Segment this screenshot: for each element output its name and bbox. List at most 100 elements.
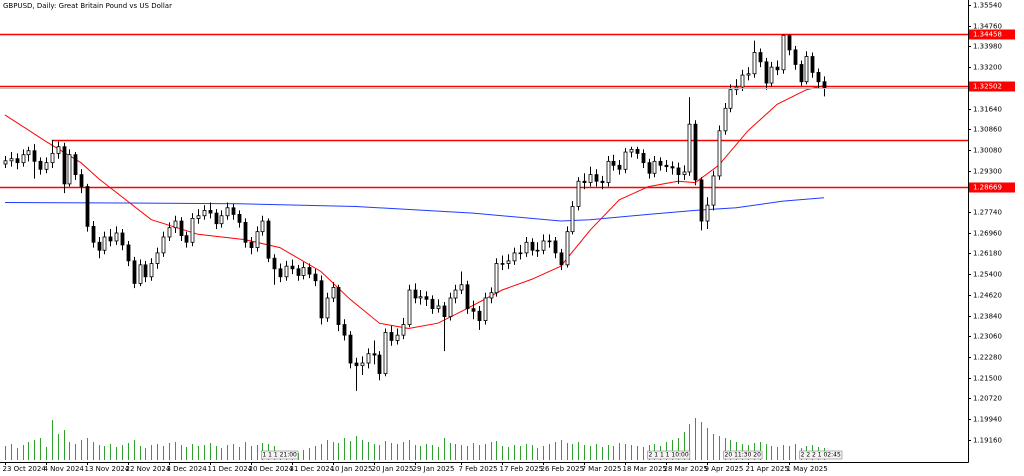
- candle-body: [769, 66, 774, 84]
- candle-body: [594, 174, 599, 182]
- candle-body: [348, 334, 353, 364]
- event-box: [261, 450, 299, 460]
- x-tick-label: 20 Jan 2025: [372, 465, 414, 473]
- candle-body: [143, 264, 148, 278]
- candle-body: [138, 264, 143, 284]
- candle-body: [3, 160, 8, 165]
- candle-body: [15, 158, 20, 164]
- candle-body: [401, 324, 406, 336]
- y-tick-label: 1.27740: [973, 209, 1002, 217]
- candle-body: [266, 220, 271, 259]
- candle-body: [658, 160, 663, 166]
- candle-body: [325, 297, 330, 319]
- candle-body: [97, 241, 102, 251]
- candle-body: [471, 308, 476, 312]
- x-tick-label: 28 Mar 2025: [664, 465, 708, 473]
- x-tick-label: 26 Feb 2025: [541, 465, 585, 473]
- candle-body: [307, 267, 312, 275]
- candle-body: [559, 252, 564, 266]
- candle-body: [354, 362, 359, 367]
- candle-body: [249, 241, 254, 248]
- candle-body: [442, 305, 447, 317]
- candle-body: [219, 215, 224, 225]
- y-tick-label: 1.33980: [973, 43, 1002, 51]
- candle-body: [278, 268, 283, 278]
- level-label-box: [969, 182, 1015, 193]
- candle-body: [793, 49, 798, 65]
- event-label: 2 2 2 1 02:45: [801, 452, 841, 459]
- candle-body: [184, 235, 189, 243]
- candle-body: [430, 298, 435, 310]
- candle-body: [477, 310, 482, 321]
- x-tick-label: 4 Nov 2024: [44, 465, 85, 473]
- candle-body: [764, 61, 769, 84]
- y-tick-label: 1.34760: [973, 23, 1002, 31]
- candle-body: [565, 231, 570, 266]
- candle-body: [816, 72, 821, 83]
- y-tick-label: 1.23840: [973, 313, 1002, 321]
- candle-body: [652, 160, 657, 174]
- y-tick-label: 1.23060: [973, 333, 1002, 341]
- x-tick-label: 17 Feb 2025: [500, 465, 544, 473]
- x-tick-label: 1 May 2025: [787, 465, 828, 473]
- candle-body: [120, 232, 125, 246]
- y-tick-label: 1.19940: [973, 416, 1002, 424]
- candle-body: [606, 160, 611, 183]
- candle-body: [132, 260, 137, 284]
- candle-body: [108, 236, 113, 242]
- candle-body: [705, 204, 710, 222]
- y-tick-label: 1.24620: [973, 292, 1002, 300]
- candle-body: [465, 284, 470, 310]
- candle-body: [149, 263, 154, 278]
- candle-body: [489, 292, 494, 299]
- candle-body: [237, 214, 242, 223]
- candle-body: [225, 207, 230, 217]
- candle-body: [647, 162, 652, 174]
- x-tick-label: 20 Dec 2024: [249, 465, 294, 473]
- candle-body: [670, 166, 675, 169]
- y-tick-label: 1.20720: [973, 395, 1002, 403]
- candle-body: [26, 150, 31, 156]
- candle-body: [50, 152, 55, 164]
- level-label-box: [969, 29, 1015, 40]
- event-label: 2 1 1 1 10:00: [649, 452, 689, 459]
- event-label: 1 1 1 21:00: [262, 452, 297, 459]
- candle-body: [804, 56, 809, 83]
- candle-body: [459, 284, 464, 291]
- x-tick-label: 10 Jan 2025: [331, 465, 373, 473]
- candle-body: [687, 123, 692, 173]
- candle-body: [290, 265, 295, 270]
- candle-body: [682, 171, 687, 176]
- candle-body: [372, 353, 377, 356]
- level-label: 1.32502: [973, 83, 1002, 91]
- x-tick-label: 7 Feb 2025: [459, 465, 498, 473]
- event-label: 20 11:30 20: [725, 452, 762, 459]
- candle-body: [407, 289, 412, 325]
- x-tick-label: 31 Dec 2024: [290, 465, 335, 473]
- candle-body: [173, 220, 178, 229]
- y-tick-label: 1.21500: [973, 375, 1002, 383]
- candle-body: [161, 236, 166, 254]
- candle-body: [799, 64, 804, 83]
- candle-body: [284, 265, 289, 278]
- candle-body: [641, 152, 646, 164]
- candle-body: [331, 286, 336, 299]
- chart-title: GBPUSD, Daily: Great Britain Pound vs US…: [3, 2, 172, 10]
- x-tick-label: 21 Apr 2025: [746, 465, 789, 473]
- candle-body: [155, 252, 160, 264]
- x-tick-label: 13 Nov 2024: [85, 465, 130, 473]
- level-label: 1.28669: [973, 184, 1002, 192]
- candle-body: [518, 252, 523, 255]
- candle-body: [38, 160, 43, 170]
- candle-body: [717, 130, 722, 177]
- candle-body: [114, 232, 119, 242]
- level-label: 1.34458: [973, 31, 1002, 39]
- x-tick-label: 9 Apr 2025: [705, 465, 744, 473]
- candle-body: [243, 221, 248, 243]
- x-tick-label: 29 Jan 2025: [413, 465, 455, 473]
- x-tick-label: 23 Oct 2024: [3, 465, 47, 473]
- y-tick-label: 1.26180: [973, 250, 1002, 258]
